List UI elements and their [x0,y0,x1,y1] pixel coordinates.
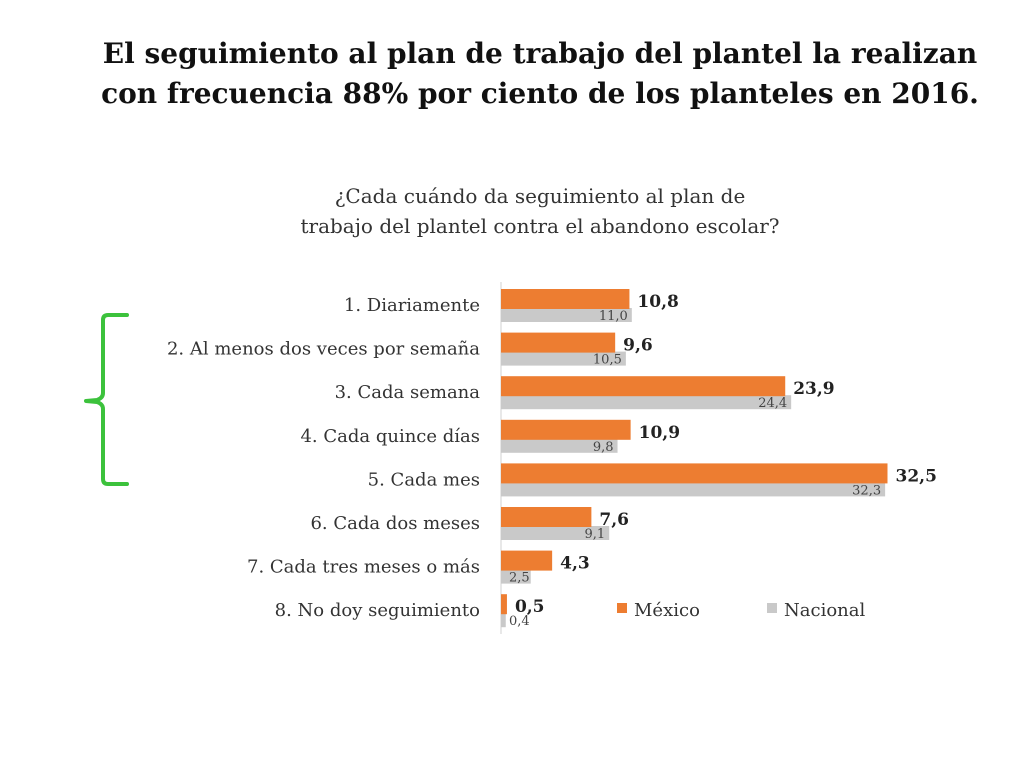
green-bracket [84,313,129,486]
value-label-nacional: 10,5 [593,353,622,368]
legend-swatch-mexico [617,603,627,613]
bar-nacional [501,526,610,540]
value-label-mexico: 9,6 [623,336,653,356]
chart-title: ¿Cada cuándo da seguimiento al plan de t… [180,181,900,241]
value-label-nacional: 32,3 [852,483,881,498]
value-label-nacional: 9,1 [585,527,606,542]
value-label-mexico: 32,5 [896,466,937,486]
value-label-nacional: 24,4 [758,396,787,411]
bar-mexico [501,376,786,397]
bar-mexico [501,550,553,571]
value-label-mexico: 10,9 [639,423,680,443]
headline: El seguimiento al plan de trabajo del pl… [60,34,1020,114]
bar-nacional [501,438,618,453]
category-label: 5. Cada mes [368,469,480,490]
bar-nacional [501,351,626,366]
legend-label-mexico: México [634,600,700,621]
chart-title-line-1: ¿Cada cuándo da seguimiento al plan de [334,184,746,208]
legend-swatch-nacional [767,603,777,613]
bar-nacional [501,613,506,628]
bar-nacional [501,308,632,322]
category-label: 7. Cada tres meses o más [247,557,480,578]
headline-line-1: El seguimiento al plan de trabajo del pl… [102,37,978,70]
bar-mexico [501,332,616,353]
bar-mexico [501,594,507,615]
headline-line-2: con frecuencia 88% por ciento de los pla… [101,77,979,110]
category-label: 6. Cada dos meses [310,513,480,534]
value-label-nacional: 11,0 [599,309,628,324]
category-label: 3. Cada semana [335,382,481,403]
chart-title-line-2: trabajo del plantel contra el abandono e… [300,214,780,238]
bar-nacional [501,482,886,497]
category-label: 4. Cada quince días [300,426,480,447]
value-label-mexico: 0,5 [515,597,545,617]
value-label-nacional: 0,4 [509,614,530,629]
value-label-nacional: 2,5 [509,571,530,586]
category-label: 8. No doy seguimiento [275,600,480,621]
bar-mexico [501,507,592,527]
bar-nacional [501,395,792,410]
value-label-mexico: 7,6 [599,510,629,530]
value-label-mexico: 10,8 [637,292,678,312]
value-label-nacional: 9,8 [593,440,614,455]
bar-nacional [501,569,531,584]
category-label: 2. Al menos dos veces por semaña [167,339,480,360]
value-label-mexico: 23,9 [793,379,834,399]
value-label-mexico: 4,3 [560,554,590,574]
bar-mexico [501,419,631,440]
bar-mexico [501,289,630,309]
legend-label-nacional: Nacional [784,600,865,621]
bar-mexico [501,463,888,484]
category-label: 1. Diariamente [344,295,480,316]
